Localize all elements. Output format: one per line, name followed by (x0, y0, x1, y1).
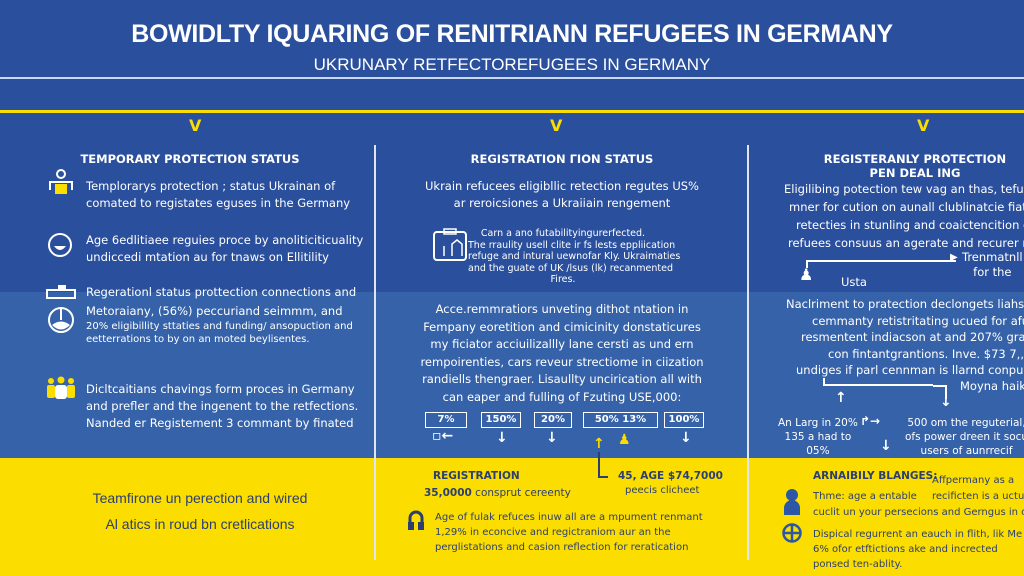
arrow-up-icon: ↑ (835, 390, 847, 406)
arrow-down-icon: ↓ (496, 430, 508, 446)
chevron-down-icon: V (550, 116, 563, 135)
stat-box: 20% (534, 412, 572, 428)
arrow-down-icon: ↓ (880, 438, 892, 454)
age-text: peecis clicheet (625, 485, 700, 496)
col3-footer-text: Dispical regurrent an eauch in flith, li… (813, 529, 1023, 570)
stat-box: 50% 13% (583, 412, 658, 428)
worker-icon (49, 169, 73, 194)
column-divider (747, 145, 749, 560)
arrow-down-icon: ↓ (940, 394, 952, 410)
col2-clipboard-text: Carn a ano futabilityingurerfected. The r… (468, 228, 681, 285)
page-subtitle: UKRUNARY RETFECTOREFUGEES IN GERMANY (313, 55, 711, 74)
group-icon (47, 376, 75, 399)
arrow-left-icon: ▫← (432, 428, 454, 444)
flow-arrow (806, 260, 956, 268)
col1-item-text: Dicltcaitians chavings form proces in Ge… (86, 382, 359, 430)
column-divider (374, 145, 376, 560)
lock-icon (408, 510, 424, 530)
col2-lock-text: Age of fulak refuces inuw all are a mpum… (435, 512, 703, 553)
flow-arrow (823, 378, 933, 386)
flow-label: Trenmatnll for the (962, 250, 1023, 279)
col2-intro: Ukrain refucees eligibllic retection reg… (425, 179, 699, 210)
col2-heading: REGISTRATION ΓION STATUS (470, 152, 654, 166)
arrow-down-icon: ↓ (680, 430, 692, 446)
flow-arrow (933, 385, 947, 399)
col3-footer-line: cuclit un your persecions and Gerngus in… (813, 507, 1024, 518)
arrow-right-icon: ↱→ (860, 414, 881, 428)
age-label: 45, AGE $74,7000 (618, 470, 723, 482)
registration-value: 35,0000 consprut cereenty (424, 487, 571, 499)
arrow-down-icon: ↓ (546, 430, 558, 446)
person-icon (784, 489, 800, 515)
col3-left-note: An Larg in 20% 135 a had to 05% (778, 417, 858, 457)
pie-chart-icon (48, 307, 74, 333)
col1-heading: TEMPORARY PROTECTION STATUS (80, 152, 300, 166)
register-machine-icon (46, 285, 76, 299)
stat-box: 150% (481, 412, 521, 428)
yellow-footer-band (0, 458, 1024, 576)
col1-item-text: Age 6edlitiaee reguies proce by anolitic… (86, 233, 364, 264)
col3-footer-side: recificten is a uctu (932, 491, 1024, 502)
col3-paragraph: Naclriment to pratection declongets liah… (786, 297, 1024, 377)
arrow-right-icon: ▶ (950, 252, 958, 263)
col1-item-text: Metoraiany, (56%) peccuriand seimmm, and… (86, 304, 353, 345)
col1-item-text: Regerationl status prottection connectio… (86, 285, 357, 299)
col2-paragraph: Acce.remmratiors unveting dithot ntation… (420, 302, 704, 404)
moyna-label: Moyna haiks (960, 379, 1024, 393)
clipboard-icon (433, 228, 467, 261)
col3-intro: Eligilibing potection tew vag an thas, t… (784, 182, 1024, 250)
page-title: BOWIDLTY IQUARING OF RENITRIANN REFUGEES… (131, 20, 893, 48)
yellow-divider-line (0, 110, 1024, 113)
col3-footer-line: Thme: age a entable (813, 491, 917, 502)
registration-label: REGISTRATION (433, 470, 520, 482)
arrow-up-icon: ↑ (593, 436, 605, 452)
divider-line (0, 77, 1024, 79)
baby-face-icon (48, 233, 72, 257)
col1-item-text: Templorarys protection ; status Ukrainan… (86, 179, 351, 210)
stat-box: 100% (664, 412, 704, 428)
col1-footer-text: Teamfirone un perection and wired Al atic… (92, 490, 308, 532)
person-icon: ♟ (799, 265, 814, 284)
mid-band (0, 292, 1024, 458)
connector-line (598, 452, 608, 478)
plus-circle-icon (782, 523, 802, 543)
person-icon: ♟ (618, 432, 631, 448)
col3-footer-heading: ARNAIBILY BLANGES: (813, 470, 938, 482)
person-label: Usta (841, 275, 867, 289)
chevron-down-icon: V (917, 116, 930, 135)
col3-right-note: 500 om the reguterial, ofs power dreen it… (905, 417, 1024, 457)
stat-box: 7% (425, 412, 467, 428)
chevron-down-icon: V (189, 116, 202, 135)
col3-heading: REGISTERANLY PROTECTION PEN DEAL ING (823, 152, 1007, 180)
col3-footer-side: Affpermany as a (932, 475, 1015, 486)
